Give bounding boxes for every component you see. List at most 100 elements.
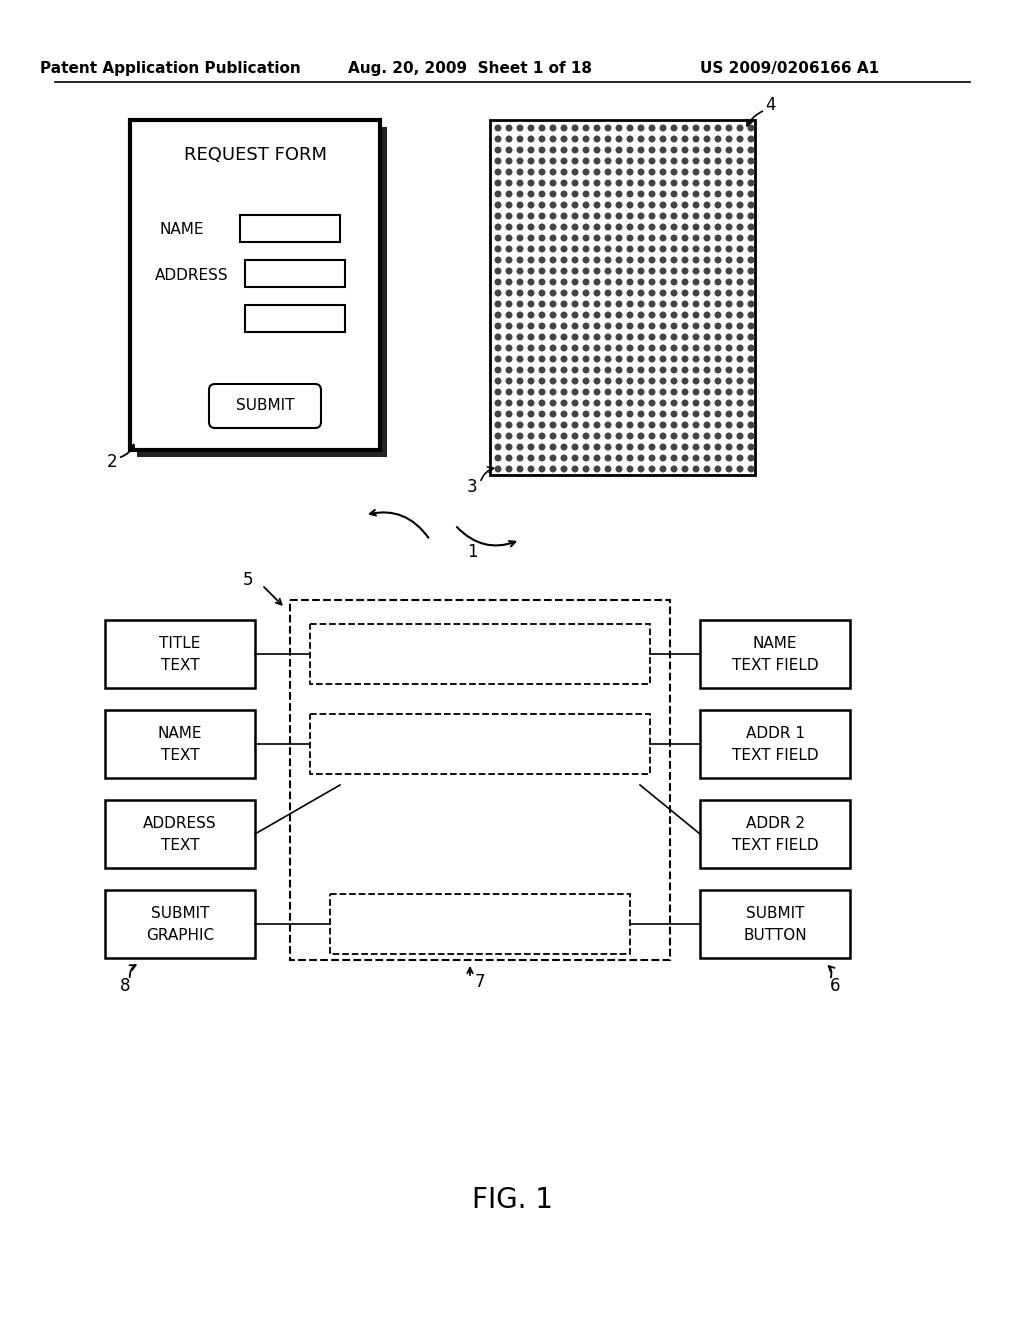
Circle shape bbox=[749, 202, 754, 207]
Circle shape bbox=[528, 445, 534, 450]
Circle shape bbox=[715, 247, 721, 252]
Circle shape bbox=[705, 169, 710, 174]
Circle shape bbox=[584, 412, 589, 417]
Circle shape bbox=[627, 290, 633, 296]
Circle shape bbox=[528, 334, 534, 339]
Circle shape bbox=[550, 334, 556, 339]
Circle shape bbox=[496, 422, 501, 428]
Circle shape bbox=[496, 257, 501, 263]
Circle shape bbox=[726, 412, 732, 417]
Circle shape bbox=[726, 356, 732, 362]
Circle shape bbox=[506, 280, 512, 285]
Circle shape bbox=[737, 191, 742, 197]
Circle shape bbox=[616, 148, 622, 153]
Circle shape bbox=[693, 191, 698, 197]
Circle shape bbox=[649, 181, 654, 186]
Circle shape bbox=[496, 247, 501, 252]
Circle shape bbox=[572, 214, 578, 219]
Circle shape bbox=[737, 257, 742, 263]
Circle shape bbox=[561, 247, 567, 252]
Circle shape bbox=[715, 346, 721, 351]
Circle shape bbox=[594, 158, 600, 164]
Circle shape bbox=[649, 356, 654, 362]
Circle shape bbox=[649, 247, 654, 252]
Circle shape bbox=[572, 280, 578, 285]
Circle shape bbox=[693, 323, 698, 329]
Circle shape bbox=[605, 214, 610, 219]
Circle shape bbox=[517, 422, 523, 428]
Bar bbox=[105, 710, 255, 777]
Circle shape bbox=[594, 433, 600, 438]
Circle shape bbox=[627, 280, 633, 285]
Circle shape bbox=[749, 412, 754, 417]
Circle shape bbox=[693, 257, 698, 263]
Circle shape bbox=[705, 280, 710, 285]
Circle shape bbox=[572, 169, 578, 174]
Circle shape bbox=[693, 301, 698, 306]
Circle shape bbox=[616, 389, 622, 395]
Circle shape bbox=[649, 257, 654, 263]
Circle shape bbox=[749, 268, 754, 273]
Circle shape bbox=[627, 313, 633, 318]
Circle shape bbox=[528, 158, 534, 164]
Circle shape bbox=[496, 148, 501, 153]
Circle shape bbox=[627, 445, 633, 450]
Circle shape bbox=[705, 346, 710, 351]
Circle shape bbox=[638, 214, 644, 219]
Circle shape bbox=[726, 422, 732, 428]
Circle shape bbox=[660, 455, 666, 461]
Circle shape bbox=[627, 235, 633, 240]
Text: ADDR 1: ADDR 1 bbox=[745, 726, 805, 742]
Circle shape bbox=[528, 235, 534, 240]
Circle shape bbox=[572, 412, 578, 417]
Circle shape bbox=[605, 334, 610, 339]
Circle shape bbox=[638, 455, 644, 461]
Circle shape bbox=[528, 367, 534, 372]
Circle shape bbox=[737, 235, 742, 240]
Circle shape bbox=[638, 422, 644, 428]
Circle shape bbox=[627, 455, 633, 461]
Circle shape bbox=[616, 202, 622, 207]
Circle shape bbox=[682, 136, 688, 141]
Circle shape bbox=[572, 181, 578, 186]
Circle shape bbox=[594, 346, 600, 351]
Circle shape bbox=[682, 433, 688, 438]
Circle shape bbox=[649, 422, 654, 428]
Circle shape bbox=[660, 466, 666, 471]
Circle shape bbox=[705, 214, 710, 219]
Circle shape bbox=[550, 455, 556, 461]
Circle shape bbox=[496, 400, 501, 405]
Circle shape bbox=[715, 181, 721, 186]
Circle shape bbox=[550, 379, 556, 384]
FancyBboxPatch shape bbox=[209, 384, 321, 428]
Circle shape bbox=[715, 400, 721, 405]
Circle shape bbox=[528, 148, 534, 153]
Circle shape bbox=[671, 181, 677, 186]
Circle shape bbox=[550, 290, 556, 296]
Circle shape bbox=[705, 323, 710, 329]
Circle shape bbox=[693, 181, 698, 186]
Circle shape bbox=[693, 466, 698, 471]
Circle shape bbox=[616, 422, 622, 428]
Circle shape bbox=[605, 235, 610, 240]
Circle shape bbox=[594, 313, 600, 318]
Circle shape bbox=[540, 389, 545, 395]
Circle shape bbox=[737, 301, 742, 306]
Circle shape bbox=[649, 158, 654, 164]
Circle shape bbox=[660, 268, 666, 273]
Circle shape bbox=[528, 181, 534, 186]
Circle shape bbox=[693, 389, 698, 395]
Circle shape bbox=[550, 356, 556, 362]
Circle shape bbox=[550, 214, 556, 219]
Circle shape bbox=[671, 268, 677, 273]
Circle shape bbox=[506, 455, 512, 461]
Circle shape bbox=[584, 301, 589, 306]
Circle shape bbox=[660, 290, 666, 296]
Circle shape bbox=[517, 301, 523, 306]
Circle shape bbox=[528, 247, 534, 252]
Circle shape bbox=[572, 224, 578, 230]
Circle shape bbox=[649, 268, 654, 273]
Circle shape bbox=[616, 280, 622, 285]
Circle shape bbox=[584, 257, 589, 263]
Circle shape bbox=[682, 247, 688, 252]
